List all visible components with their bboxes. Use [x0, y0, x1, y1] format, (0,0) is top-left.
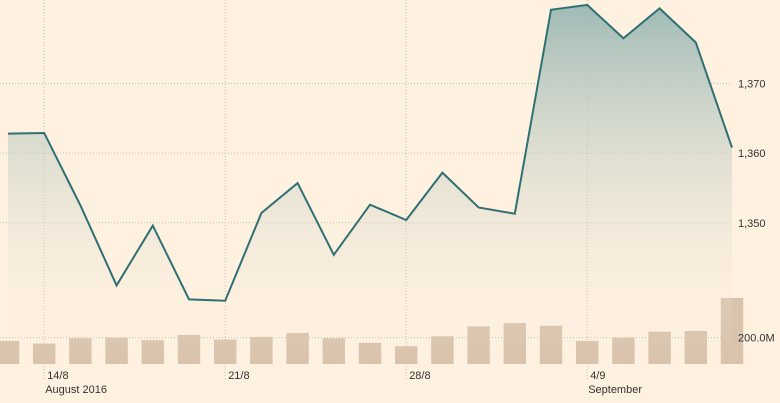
price-point — [43, 132, 45, 134]
x-tick-sublabel: September — [588, 384, 642, 396]
price-point — [116, 284, 118, 286]
price-point — [695, 41, 697, 43]
x-tick-label: 4/9 — [590, 370, 605, 382]
price-point — [79, 204, 81, 206]
price-area-fill — [8, 4, 732, 362]
price-point — [260, 212, 262, 214]
price-point — [478, 206, 480, 208]
price-point — [659, 7, 661, 9]
price-point — [622, 37, 624, 39]
y-tick-label: 1,370 — [738, 79, 766, 91]
price-point — [297, 182, 299, 184]
price-point — [550, 9, 552, 11]
price-point — [514, 213, 516, 215]
price-line-group — [7, 3, 733, 302]
y-axis-labels: 1,350 1,360 1,370 200.0M — [738, 79, 775, 345]
price-point — [7, 133, 9, 135]
price-area — [8, 4, 732, 362]
price-line — [7, 3, 733, 302]
price-point — [224, 300, 226, 302]
price-point — [152, 225, 154, 227]
price-point — [441, 172, 443, 174]
price-point — [188, 298, 190, 300]
y-tick-label: 1,360 — [738, 148, 766, 160]
price-point — [369, 204, 371, 206]
price-point — [333, 254, 335, 256]
price-point — [586, 4, 588, 6]
price-point — [731, 147, 733, 149]
price-point — [405, 219, 407, 221]
x-axis-labels: 14/8 August 2016 21/8 28/8 4/9 September — [45, 370, 642, 396]
volume-tick-label: 200.0M — [738, 333, 775, 345]
y-tick-label: 1,350 — [738, 218, 766, 230]
x-tick-sublabel: August 2016 — [45, 384, 107, 396]
x-tick-label: 28/8 — [409, 370, 430, 382]
x-tick-label: 21/8 — [228, 370, 249, 382]
x-tick-label: 14/8 — [47, 370, 68, 382]
